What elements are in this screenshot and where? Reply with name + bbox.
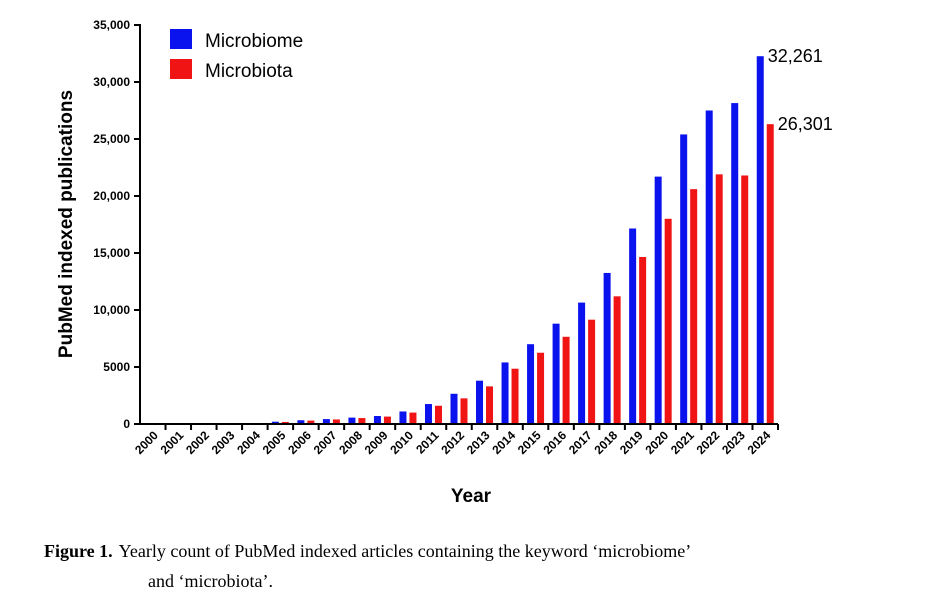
bar-microbiome-2021 — [680, 134, 688, 424]
caption-line-2: and ‘microbiota’. — [148, 571, 273, 591]
bar-microbiota-2017 — [588, 319, 596, 424]
bar-microbiota-2021 — [690, 189, 698, 424]
x-tick-label: 2023 — [719, 428, 748, 457]
x-tick-label: 2009 — [362, 428, 391, 457]
data-label-microbiota-2024: 26,301 — [778, 114, 833, 134]
x-tick-label: 2006 — [285, 428, 314, 457]
legend: Microbiome Microbiota — [170, 29, 303, 82]
x-axis-title: Year — [451, 486, 492, 507]
legend-label-microbiome: Microbiome — [205, 31, 303, 52]
figure-caption: Figure 1. Yearly count of PubMed indexed … — [44, 536, 924, 596]
x-tick-label: 2024 — [745, 428, 774, 457]
x-tick-label: 2020 — [642, 428, 671, 457]
x-tick-label: 2007 — [311, 428, 340, 457]
bar-microbiome-2017 — [578, 302, 586, 424]
x-tick-label: 2015 — [515, 428, 544, 457]
figure-label: Figure 1. — [44, 541, 113, 561]
bar-microbiota-2020 — [664, 218, 672, 424]
bar-microbiota-2022 — [715, 174, 723, 424]
bar-microbiota-2010 — [409, 412, 417, 424]
y-tick-label: 20,000 — [93, 189, 130, 203]
x-tick-label: 2000 — [132, 428, 161, 457]
bar-microbiome-2023 — [731, 103, 739, 424]
bar-chart: 0 5000 10,000 15,000 20,000 25,000 30,000 35,00… — [56, 18, 833, 507]
y-tick-label: 0 — [123, 417, 130, 431]
x-tick-label: 2018 — [591, 428, 620, 457]
y-tick-label: 25,000 — [93, 132, 130, 146]
bar-microbiota-2008 — [358, 418, 366, 424]
y-tick-label: 35,000 — [93, 18, 130, 32]
bar-microbiota-2018 — [613, 296, 621, 424]
bar-microbiome-2016 — [552, 323, 560, 424]
legend-label-microbiota: Microbiota — [205, 61, 293, 82]
data-label-microbiome-2024: 32,261 — [768, 46, 823, 66]
x-tick-label: 2016 — [540, 428, 569, 457]
x-tick-label: 2014 — [489, 428, 518, 457]
annotations-group: 32,261 26,301 — [768, 46, 833, 134]
bar-microbiome-2007 — [322, 419, 330, 424]
bars-group — [144, 56, 774, 425]
bar-microbiota-2011 — [434, 405, 442, 424]
y-tick-label: 5000 — [103, 360, 130, 374]
bar-microbiota-2013 — [486, 386, 494, 424]
bar-microbiota-2005 — [281, 421, 289, 424]
bar-microbiome-2020 — [654, 176, 662, 424]
bar-microbiota-2016 — [562, 336, 570, 424]
bar-microbiota-2024 — [766, 124, 774, 425]
legend-swatch-microbiota — [170, 59, 192, 79]
y-tick-label: 10,000 — [93, 303, 130, 317]
x-tick-label: 2017 — [566, 428, 595, 457]
x-tick-label: 2011 — [413, 428, 442, 457]
x-tick-label: 2022 — [694, 428, 723, 457]
bar-microbiome-2009 — [373, 416, 381, 424]
x-tick-label: 2004 — [234, 428, 263, 457]
bar-microbiome-2022 — [705, 110, 713, 424]
x-tick-label: 2010 — [387, 428, 416, 457]
x-tick-label: 2008 — [336, 428, 365, 457]
bar-microbiome-2012 — [450, 393, 458, 424]
bar-microbiome-2010 — [399, 411, 407, 424]
bar-microbiota-2019 — [639, 256, 647, 424]
legend-swatch-microbiome — [170, 29, 192, 49]
bar-microbiome-2005 — [271, 421, 279, 424]
bar-microbiota-2009 — [383, 416, 391, 424]
y-axis-title: PubMed indexed publications — [56, 90, 77, 358]
bar-microbiota-2015 — [537, 352, 545, 424]
bar-microbiota-2012 — [460, 398, 468, 424]
x-tick-label: 2001 — [158, 428, 187, 457]
caption-line-1: Yearly count of PubMed indexed articles … — [118, 541, 692, 561]
x-tick-label: 2012 — [438, 428, 467, 457]
x-tick-label: 2019 — [617, 428, 646, 457]
bar-microbiome-2015 — [527, 344, 535, 424]
bar-microbiota-2014 — [511, 368, 519, 424]
bar-microbiome-2019 — [629, 228, 637, 424]
bar-microbiota-2023 — [741, 175, 749, 424]
x-tick-label: 2021 — [668, 428, 697, 457]
x-tick-label: 2003 — [209, 428, 238, 457]
y-tick-label: 15,000 — [93, 246, 130, 260]
bar-microbiome-2011 — [424, 404, 432, 424]
x-tick-label: 2005 — [260, 428, 289, 457]
bar-microbiota-2007 — [332, 419, 340, 424]
axes-group: 0 5000 10,000 15,000 20,000 25,000 30,000 35,00… — [93, 18, 779, 457]
bar-microbiome-2018 — [603, 272, 611, 424]
bar-microbiome-2013 — [476, 380, 484, 424]
x-tick-label: 2013 — [464, 428, 493, 457]
bar-microbiome-2024 — [756, 56, 764, 424]
bar-microbiome-2006 — [297, 420, 305, 424]
bar-microbiota-2006 — [307, 420, 315, 424]
bar-microbiome-2008 — [348, 417, 356, 424]
y-tick-label: 30,000 — [93, 75, 130, 89]
bar-microbiome-2014 — [501, 362, 509, 424]
x-tick-label: 2002 — [183, 428, 212, 457]
